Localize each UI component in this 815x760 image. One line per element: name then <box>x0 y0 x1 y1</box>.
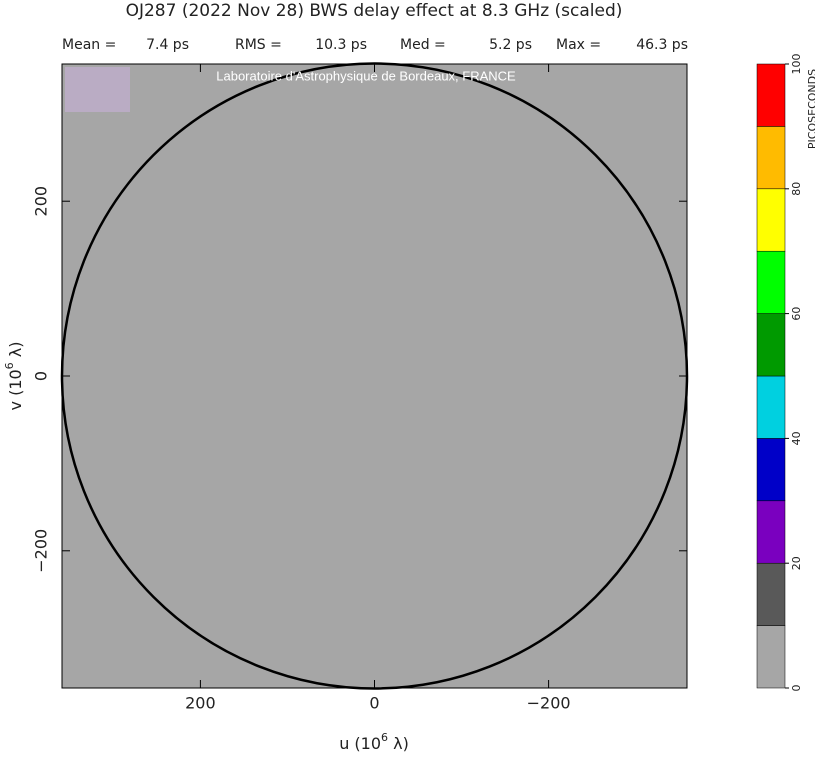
colorbar-tick-label: 20 <box>790 556 803 570</box>
chart-title: OJ287 (2022 Nov 28) BWS delay effect at … <box>126 1 623 21</box>
x-axis-label-part: 6 <box>381 731 388 744</box>
x-axis-label: u (106 λ) <box>339 731 409 753</box>
y-tick-label: −200 <box>32 529 51 573</box>
colorbar-band <box>756 562 786 626</box>
stat-value: 46.3 ps <box>636 37 688 53</box>
colorbar-band <box>756 500 786 564</box>
y-axis-label-part: 6 <box>3 362 16 369</box>
stat-name: Mean = <box>62 37 116 53</box>
colorbar-tick-label: 40 <box>790 431 803 445</box>
colorbar-band <box>756 63 786 127</box>
x-tick-label: −200 <box>527 694 571 713</box>
y-axis-label-part: λ) <box>6 342 25 363</box>
colorbar-band <box>756 438 786 502</box>
colorbar-band <box>756 375 786 439</box>
colorbar-band <box>756 625 786 689</box>
colorbar-tick-label: 0 <box>790 685 803 692</box>
y-axis-label: v (106 λ) <box>3 342 25 411</box>
logo <box>65 67 130 112</box>
stat-value: 10.3 ps <box>315 37 367 53</box>
stat-name: Max = <box>556 37 601 53</box>
stat-value: 5.2 ps <box>489 37 532 53</box>
stat-name: Med = <box>400 37 446 53</box>
colorbar-band <box>756 188 786 252</box>
colorbar-band <box>756 126 786 190</box>
x-axis-label-part: u (10 <box>339 734 381 753</box>
plot-background <box>62 64 687 688</box>
x-tick-label: 0 <box>369 694 379 713</box>
colorbar-tick-label: 100 <box>790 54 803 75</box>
watermark: Laboratoire d'Astrophysique de Bordeaux,… <box>216 68 516 83</box>
colorbar-band <box>756 313 786 377</box>
x-axis-label-part: λ) <box>388 734 409 753</box>
y-tick-label: 0 <box>32 371 51 381</box>
y-tick-label: 200 <box>32 186 51 217</box>
stat-name: RMS = <box>235 37 282 53</box>
x-tick-label: 200 <box>185 694 216 713</box>
colorbar-band <box>756 250 786 314</box>
colorbar-label: PICOSECONDS <box>806 69 815 149</box>
stat-value: 7.4 ps <box>146 37 189 53</box>
colorbar-tick-label: 80 <box>790 182 803 196</box>
colorbar-tick-label: 60 <box>790 307 803 321</box>
y-axis-label-part: v (10 <box>6 369 25 410</box>
